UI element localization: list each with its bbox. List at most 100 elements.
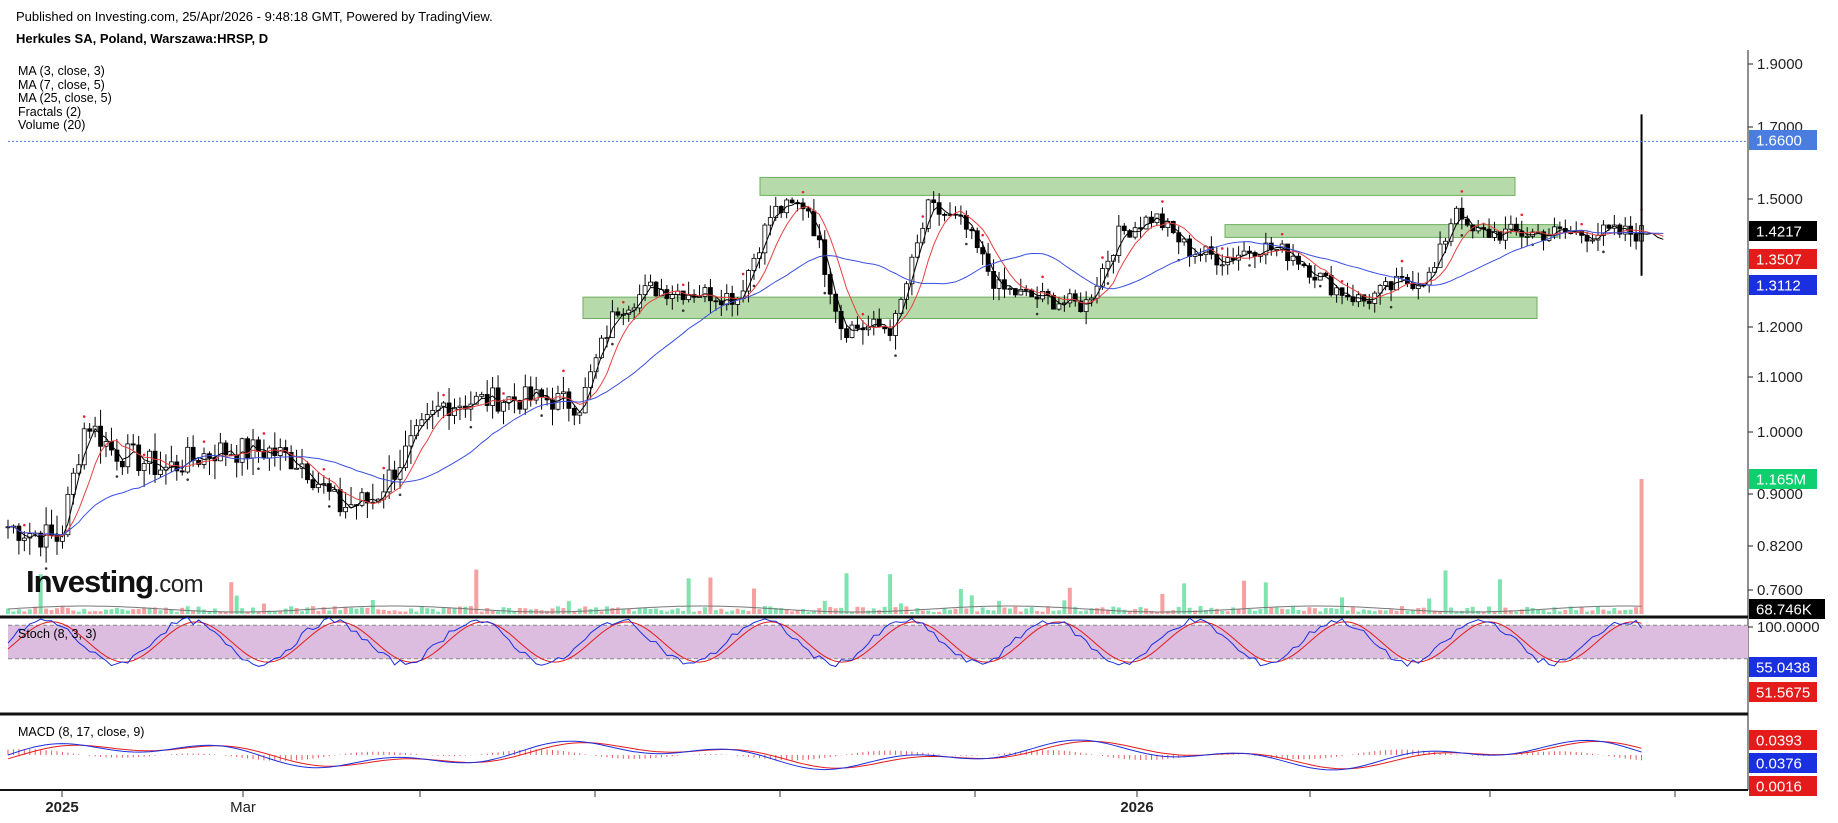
candle-body	[980, 247, 986, 255]
volume-bar	[811, 610, 816, 614]
indicator-label[interactable]: Volume (20)	[18, 118, 86, 133]
volume-ma-line	[7, 605, 1642, 613]
volume-bar	[757, 609, 762, 614]
volume-bar	[321, 607, 326, 614]
candle-body	[1377, 285, 1383, 294]
candle-body	[1121, 225, 1127, 232]
candle-body	[653, 281, 659, 297]
candle-body	[876, 318, 882, 327]
candle-body	[517, 400, 523, 410]
fractal-marker	[1161, 200, 1164, 203]
candle-body	[441, 402, 447, 407]
candle-body	[185, 446, 191, 473]
fractal-marker	[1340, 279, 1344, 283]
candle-body	[1601, 224, 1606, 236]
volume-bar	[1269, 607, 1274, 614]
fractal-marker	[540, 414, 543, 417]
volume-bar	[1203, 610, 1208, 614]
candle-body	[1056, 303, 1062, 310]
candle-body	[1143, 216, 1149, 230]
volume-bar	[207, 610, 212, 614]
volume-bar	[1541, 609, 1546, 614]
volume-bar	[82, 608, 87, 614]
candle-body	[751, 257, 757, 271]
price-tag-label: 1.165M	[1756, 472, 1806, 489]
volume-bar	[294, 608, 299, 614]
ma-7-line	[7, 205, 1664, 537]
indicator-label[interactable]: MA (25, close, 5)	[18, 91, 112, 106]
volume-bar	[1563, 610, 1568, 614]
volume-bar	[452, 608, 457, 614]
candle-body	[1018, 288, 1024, 296]
volume-bar	[1617, 610, 1622, 614]
candle-body	[1132, 227, 1138, 238]
candle-body	[1552, 226, 1557, 236]
candle-body	[321, 483, 327, 485]
indicator-label[interactable]: MA (3, close, 3)	[18, 64, 105, 78]
volume-bar	[245, 611, 250, 614]
volume-bar	[1590, 610, 1595, 614]
volume-bar	[218, 611, 223, 614]
candle-body	[1214, 253, 1220, 266]
volume-bar	[621, 608, 626, 614]
volume-bar	[316, 610, 321, 614]
volume-bar	[1448, 607, 1453, 614]
candle-body	[223, 442, 229, 456]
candle-body	[250, 439, 256, 459]
candle-body	[1034, 296, 1040, 300]
volume-bar	[474, 569, 479, 614]
candle-body	[408, 435, 414, 447]
candle-body	[1366, 300, 1372, 304]
candle-body	[1339, 287, 1345, 296]
volume-bar	[1035, 611, 1040, 614]
candle-body	[272, 447, 278, 456]
volume-bar	[1606, 610, 1611, 614]
volume-bar	[1051, 610, 1056, 614]
volume-bar	[572, 611, 577, 614]
candle-body	[245, 438, 250, 459]
indicator-label[interactable]: Fractals (2)	[18, 104, 82, 119]
price-tag-bg	[1749, 682, 1817, 702]
volume-bar	[354, 608, 359, 614]
volume-bar	[986, 609, 991, 614]
candle-body	[1290, 255, 1296, 262]
candle-body	[1464, 218, 1470, 226]
volume-bar	[1285, 609, 1290, 614]
volume-bar	[300, 611, 305, 614]
volume-bar	[1100, 607, 1105, 614]
volume-bar	[419, 606, 424, 614]
candle-body	[577, 412, 583, 416]
volume-bar	[1138, 607, 1143, 614]
candle-body	[217, 442, 223, 462]
volume-bar	[267, 610, 272, 614]
candle-body	[1274, 248, 1280, 251]
price-tag-bg	[1749, 221, 1817, 241]
candle-body	[332, 489, 338, 492]
candle-body	[16, 525, 22, 541]
price-tag: 0.0393	[1749, 730, 1817, 750]
volume-bar	[457, 606, 462, 614]
price-tag-label: 1.3112	[1756, 278, 1801, 295]
volume-bar	[256, 611, 261, 614]
volume-bar	[403, 611, 408, 614]
volume-bar	[1280, 608, 1285, 614]
fractal-marker	[681, 309, 685, 312]
volume-bar	[523, 608, 528, 614]
candle-body	[1089, 297, 1094, 301]
volume-bar	[468, 606, 473, 614]
volume-bar	[588, 608, 593, 614]
volume-bar	[76, 611, 81, 614]
volume-bar	[251, 607, 256, 614]
candle-body	[898, 298, 904, 314]
indicator-label[interactable]: MA (7, close, 5)	[18, 77, 105, 92]
volume-bar	[147, 607, 152, 614]
volume-bar	[1291, 606, 1296, 614]
price-tick-label: 1.9000	[1757, 56, 1803, 73]
candle-body	[1557, 226, 1563, 229]
candle-body	[288, 452, 294, 470]
candle-body	[1328, 275, 1334, 296]
volume-bar	[104, 609, 109, 614]
volume-bar	[517, 607, 522, 614]
volume-bar	[1389, 609, 1394, 614]
